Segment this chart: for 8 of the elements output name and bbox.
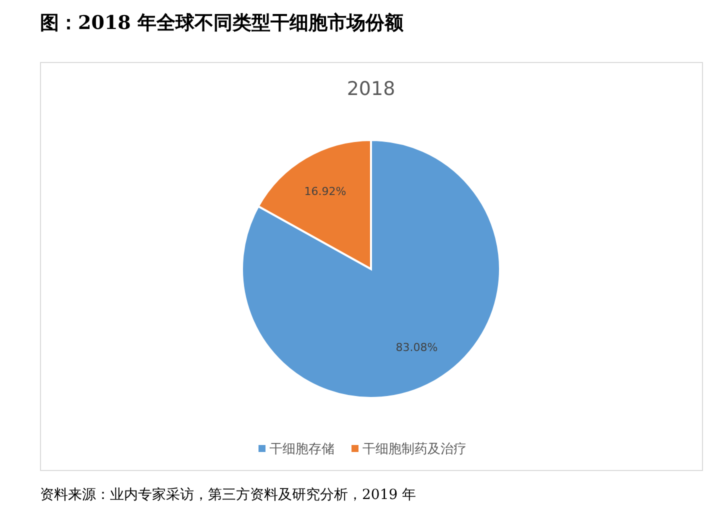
legend-label: 干细胞制药及治疗 (362, 442, 466, 457)
data-label: 83.08% (396, 340, 438, 354)
pie-slice (241, 139, 501, 399)
legend-label: 干细胞存储 (270, 442, 334, 457)
chart-title: 图：2018 年全球不同类型干细胞市场份额 (40, 12, 404, 34)
data-label: 16.92% (304, 185, 346, 198)
chart-subtitle: 2018 (346, 78, 396, 100)
text: 资料来源：业内专家采访，第三方资料及研究分析，2019 年 (40, 487, 416, 503)
